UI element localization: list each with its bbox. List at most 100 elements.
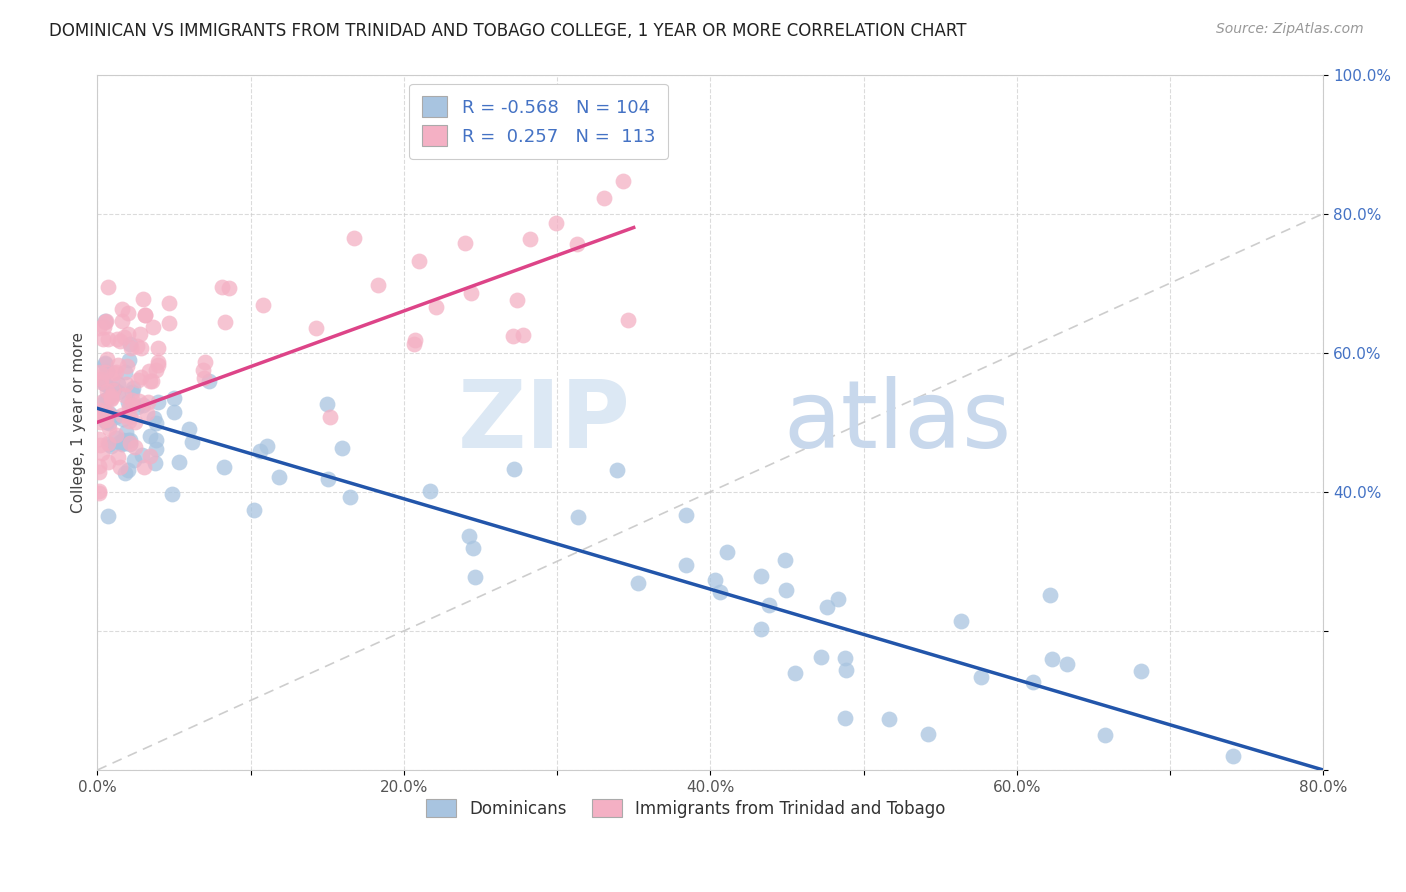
- Point: [179, 422, 201, 436]
- Point: [256, 439, 278, 453]
- Point: [367, 277, 389, 292]
- Point: [122, 381, 145, 395]
- Point: [917, 727, 939, 741]
- Point: [134, 308, 156, 322]
- Point: [117, 326, 139, 341]
- Point: [103, 366, 125, 380]
- Point: [96, 413, 118, 427]
- Point: [94, 406, 117, 420]
- Point: [138, 395, 160, 409]
- Point: [1094, 728, 1116, 742]
- Point: [157, 317, 180, 331]
- Point: [506, 293, 529, 308]
- Point: [142, 410, 165, 425]
- Point: [94, 414, 117, 428]
- Point: [198, 374, 221, 388]
- Point: [131, 341, 153, 355]
- Point: [194, 355, 217, 369]
- Point: [267, 470, 290, 484]
- Point: [758, 598, 780, 612]
- Text: ZIP: ZIP: [458, 376, 631, 468]
- Point: [111, 435, 134, 450]
- Point: [100, 439, 122, 453]
- Point: [96, 384, 118, 398]
- Point: [97, 280, 120, 294]
- Point: [97, 436, 120, 450]
- Point: [503, 461, 526, 475]
- Point: [709, 584, 731, 599]
- Point: [544, 216, 567, 230]
- Point: [132, 398, 155, 412]
- Point: [148, 355, 170, 369]
- Point: [111, 301, 134, 316]
- Point: [98, 421, 121, 435]
- Point: [145, 363, 167, 377]
- Point: [112, 330, 135, 344]
- Point: [114, 365, 136, 379]
- Point: [111, 436, 134, 450]
- Point: [94, 405, 117, 419]
- Point: [461, 541, 484, 556]
- Point: [121, 393, 143, 408]
- Point: [460, 286, 482, 301]
- Point: [318, 409, 340, 424]
- Point: [330, 442, 353, 456]
- Point: [108, 334, 131, 348]
- Point: [404, 337, 426, 351]
- Point: [567, 509, 589, 524]
- Point: [104, 409, 127, 424]
- Point: [87, 433, 110, 447]
- Point: [606, 463, 628, 477]
- Point: [125, 400, 148, 414]
- Point: [212, 460, 235, 475]
- Point: [211, 280, 233, 294]
- Point: [96, 364, 118, 378]
- Point: [139, 374, 162, 388]
- Point: [104, 366, 127, 380]
- Point: [89, 403, 111, 417]
- Point: [101, 372, 124, 386]
- Point: [103, 382, 125, 396]
- Point: [142, 319, 165, 334]
- Point: [1056, 657, 1078, 671]
- Point: [339, 490, 361, 504]
- Point: [145, 416, 167, 430]
- Point: [141, 374, 163, 388]
- Point: [835, 663, 858, 677]
- Point: [117, 306, 139, 320]
- Point: [112, 412, 135, 426]
- Point: [143, 456, 166, 470]
- Point: [89, 365, 111, 379]
- Point: [90, 376, 112, 390]
- Point: [252, 298, 274, 312]
- Point: [877, 712, 900, 726]
- Point: [120, 341, 142, 355]
- Point: [118, 436, 141, 450]
- Point: [1222, 749, 1244, 764]
- Point: [104, 431, 127, 445]
- Point: [87, 465, 110, 479]
- Point: [249, 444, 271, 458]
- Point: [118, 336, 141, 351]
- Point: [519, 232, 541, 246]
- Point: [565, 237, 588, 252]
- Point: [457, 529, 479, 543]
- Point: [139, 429, 162, 443]
- Point: [131, 370, 153, 384]
- Point: [94, 356, 117, 370]
- Point: [105, 427, 128, 442]
- Point: [128, 393, 150, 408]
- Point: [94, 357, 117, 371]
- Point: [93, 365, 115, 379]
- Y-axis label: College, 1 year or more: College, 1 year or more: [72, 332, 86, 513]
- Point: [136, 406, 159, 420]
- Point: [87, 320, 110, 334]
- Point: [616, 312, 638, 326]
- Text: Source: ZipAtlas.com: Source: ZipAtlas.com: [1216, 22, 1364, 37]
- Point: [117, 359, 139, 373]
- Point: [305, 321, 328, 335]
- Point: [87, 406, 110, 420]
- Point: [512, 327, 534, 342]
- Point: [118, 413, 141, 427]
- Point: [111, 314, 134, 328]
